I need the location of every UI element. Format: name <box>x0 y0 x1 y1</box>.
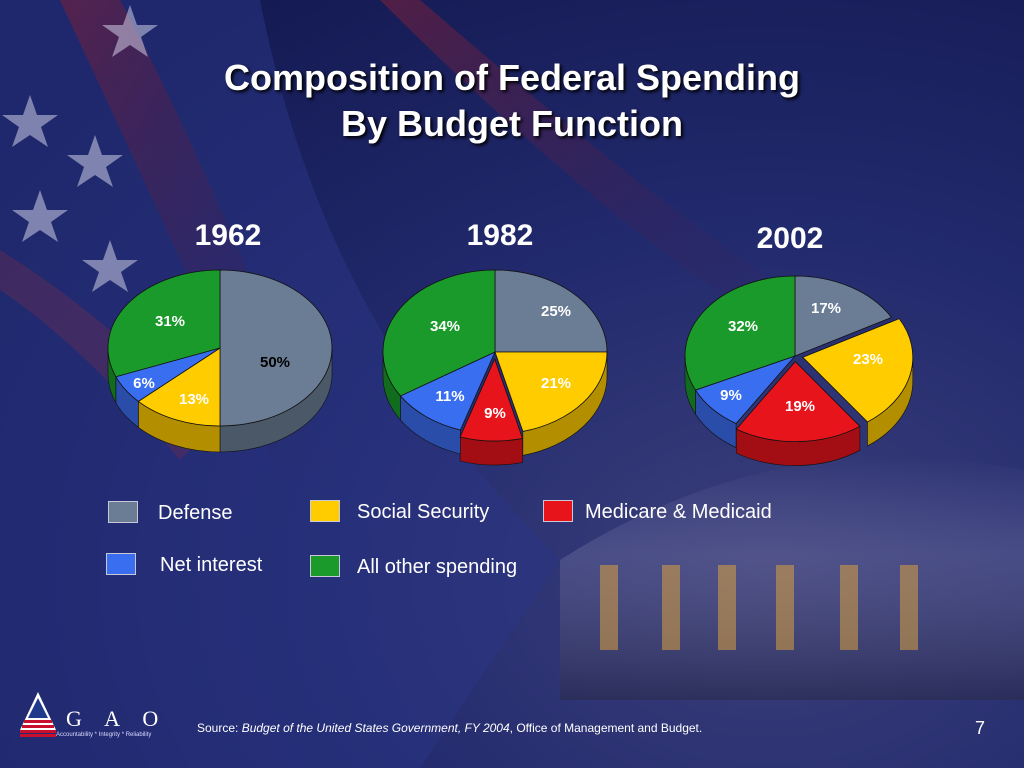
pie-slice-social_security <box>802 318 914 423</box>
source-note: Source: Budget of the United States Gove… <box>197 721 702 735</box>
legend-label-social-security: Social Security <box>357 501 490 523</box>
source-suffix: , Office of Management and Budget. <box>509 721 703 735</box>
legend-label-defense: Defense <box>158 502 233 524</box>
pie-label-other: 31% <box>155 313 185 330</box>
pie-label-defense: 25% <box>541 303 571 320</box>
pie-label-social_security: 13% <box>179 391 209 408</box>
legend-swatch-other <box>310 555 340 577</box>
pie-label-other: 34% <box>430 318 460 335</box>
pie-slice-other <box>684 275 796 391</box>
gao-logo <box>20 692 56 737</box>
pie-label-defense: 17% <box>811 300 841 317</box>
pie-label-net_interest: 6% <box>133 375 155 392</box>
pie-slice-defense <box>494 269 608 353</box>
legend-label-medicare-medicaid: Medicare & Medicaid <box>585 501 772 523</box>
legend-swatch-defense <box>108 501 138 523</box>
pie-title: 1962 <box>195 219 262 252</box>
legend-label-other: All other spending <box>357 556 518 578</box>
pie-label-medicare_medicaid: 9% <box>484 405 506 422</box>
legend-swatch-social-security <box>310 500 340 522</box>
pie-charts: 1962 50% 13% 6% 31% 1982 25% 21% 9% 11% 34% 2002 17%… <box>107 219 914 466</box>
pie-chart-2002: 2002 17% 23% 19% 9% 32% <box>684 222 914 466</box>
legend-swatch-medicare-medicaid <box>543 500 573 522</box>
chart-title: Composition of Federal Spending By Budge… <box>0 55 1024 147</box>
pie-title: 2002 <box>757 222 824 255</box>
pie-slice-defense <box>794 275 893 357</box>
source-title: Budget of the United States Government, … <box>241 721 510 735</box>
pie-slice-other <box>107 269 221 378</box>
title-line-2: By Budget Function <box>341 103 683 144</box>
pie-slice-social_security <box>137 347 221 427</box>
legend-swatch-net-interest <box>106 553 136 575</box>
pie-label-medicare_medicaid: 19% <box>785 398 815 415</box>
pie-slice-defense <box>219 269 333 427</box>
pie-slice-net_interest <box>399 351 496 431</box>
pie-chart-1962: 1962 50% 13% 6% 31% <box>107 219 333 453</box>
pie-label-social_security: 21% <box>541 375 571 392</box>
pie-label-net_interest: 9% <box>720 387 742 404</box>
pie-label-other: 32% <box>728 318 758 335</box>
pie-slice-medicare_medicaid <box>459 357 524 442</box>
gao-logo-tagline: Accountability * Integrity * Reliability <box>56 732 152 738</box>
pie-slice-social_security <box>494 351 608 432</box>
pie-title: 1982 <box>467 219 534 252</box>
page-number: 7 <box>975 718 986 738</box>
source-prefix: Source: <box>197 721 242 735</box>
pie-label-social_security: 23% <box>853 351 883 368</box>
legend-label-net-interest: Net interest <box>160 554 263 576</box>
gao-logo-text: G A O <box>66 706 168 731</box>
pie-chart-1982: 1982 25% 21% 9% 11% 34% <box>382 219 608 466</box>
pie-slice-medicare_medicaid <box>735 361 861 442</box>
pie-label-defense: 50% <box>260 354 290 371</box>
pie-label-net_interest: 11% <box>435 388 464 405</box>
pie-slice-other <box>382 269 496 397</box>
title-line-1: Composition of Federal Spending <box>224 57 800 98</box>
